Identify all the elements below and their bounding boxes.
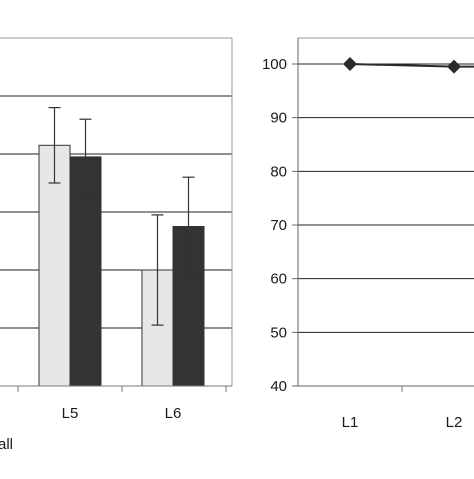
right-chart-panel: 40 50 60 70 80 90 100 L1 L2: [262, 37, 474, 431]
x-label-L5: L5: [62, 405, 79, 422]
right-y-ticks: 40 50 60 70 80 90 100: [262, 56, 298, 395]
y-label-100: 100: [262, 56, 287, 73]
left-x-tick-marks: [17, 386, 227, 392]
y-label-70: 70: [270, 217, 287, 234]
left-error-bars: [48, 106, 195, 326]
left-chart-panel: L5 L6 all: [0, 37, 233, 453]
left-bars: [38, 144, 205, 387]
x-label-L1: L1: [342, 414, 359, 431]
x-label-L2: L2: [446, 414, 463, 431]
right-plot-border: [297, 37, 474, 387]
marker-L1: [343, 57, 357, 71]
y-label-40: 40: [270, 378, 287, 395]
y-label-80: 80: [270, 163, 287, 180]
marker-L2: [447, 59, 461, 74]
left-x-tick-labels: L5 L6: [62, 405, 182, 422]
y-label-60: 60: [270, 271, 287, 288]
y-label-50: 50: [270, 324, 287, 341]
x-label-L6: L6: [165, 405, 182, 422]
right-x-tick-labels: L1 L2: [342, 414, 463, 431]
legend-text-fragment: all: [0, 436, 13, 453]
y-label-90: 90: [270, 110, 287, 127]
right-series-markers: [343, 57, 461, 74]
